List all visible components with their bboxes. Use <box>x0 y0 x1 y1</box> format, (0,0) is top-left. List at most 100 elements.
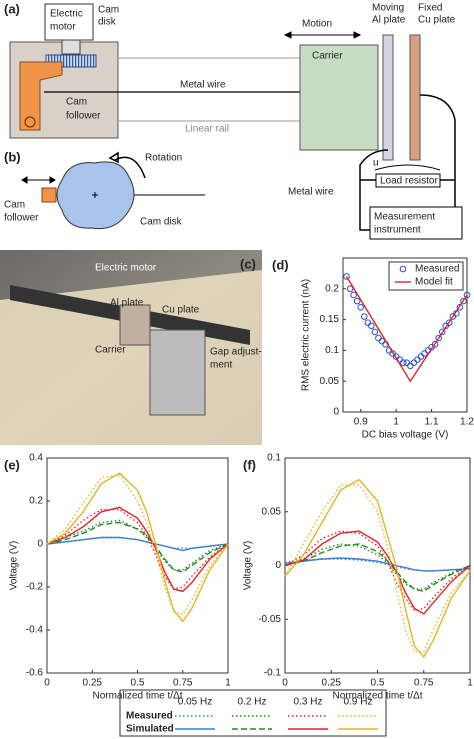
follower <box>41 187 57 203</box>
series-line <box>284 543 471 593</box>
data-point <box>456 303 464 311</box>
label: Cam <box>4 200 25 211</box>
data-point <box>375 334 382 342</box>
y-tick-label: 0.15 <box>320 314 340 325</box>
plot-frame <box>342 257 468 413</box>
series-line <box>46 506 229 593</box>
label: Load resistor <box>380 176 438 187</box>
data-point <box>360 313 368 320</box>
label: Cam disk <box>140 217 183 228</box>
data-point <box>343 273 350 280</box>
data-point <box>357 303 365 311</box>
series-line <box>284 484 471 653</box>
series-line <box>46 519 229 571</box>
label: Cu plate <box>418 15 456 26</box>
data-point <box>431 340 439 348</box>
data-point <box>368 322 375 330</box>
series-line <box>284 557 471 572</box>
series-line <box>284 543 471 590</box>
label: Al plate <box>110 298 144 309</box>
y-tick-label: -0.05 <box>258 614 281 625</box>
data-point <box>414 356 421 363</box>
label: instrument <box>374 225 421 236</box>
data-point <box>353 297 361 305</box>
x-tick-label: 1.2 <box>460 417 474 428</box>
label: Cu plate <box>162 305 200 316</box>
label: Measurement <box>374 212 435 223</box>
panel-label: (d) <box>272 257 289 272</box>
y-axis-label: Voltage (V) <box>243 541 254 590</box>
plot-frame <box>284 457 471 674</box>
x-tick-label: 0 <box>282 678 288 689</box>
center <box>92 192 98 198</box>
legend-column: 0.05 Hz <box>178 697 212 708</box>
data-point <box>371 328 379 336</box>
data-point <box>417 353 425 360</box>
pivot <box>24 116 36 128</box>
y-tick-label: 0.05 <box>262 506 282 517</box>
carrier <box>299 44 379 151</box>
data-point <box>350 291 357 299</box>
series-line <box>46 474 229 616</box>
legend-column: 0.9 Hz <box>344 697 373 708</box>
label: Metal wire <box>288 187 334 198</box>
plates <box>119 304 151 346</box>
label: Moving <box>372 3 404 14</box>
x-tick-label: 1 <box>393 417 399 428</box>
panel-label: (a) <box>4 1 20 16</box>
x-tick-label: 0.75 <box>173 678 193 689</box>
y-tick-label: 0 <box>37 539 43 550</box>
y-axis-label: Voltage (V) <box>9 541 20 590</box>
x-tick-label: 1 <box>225 678 231 689</box>
x-tick-label: 0.5 <box>371 678 385 689</box>
panel-c: Electric motor Al plate Cu plate Carrier… <box>0 250 262 445</box>
label: follower <box>66 111 101 122</box>
arrow <box>21 176 56 184</box>
y-axis-label: RMS electric current (nA) <box>301 279 312 391</box>
label: Carrier <box>95 345 126 356</box>
legend-marker <box>399 265 407 273</box>
legend-row: Simulated <box>126 724 174 735</box>
data-point <box>403 359 411 367</box>
series-line <box>345 276 468 383</box>
y-tick-label: 0.1 <box>267 453 281 464</box>
panel-label: (c) <box>240 256 256 271</box>
series-line <box>284 478 471 659</box>
panel-a: (a) Electric motor Cam disk Cam follower… <box>4 1 463 240</box>
label: Metal wire <box>180 80 226 91</box>
legend-row: Measured <box>126 711 173 722</box>
rotation-arrow <box>108 151 146 179</box>
label: Electric <box>50 9 83 20</box>
y-tick-label: 0 <box>333 407 339 418</box>
legend-label: Measured <box>415 264 459 275</box>
label: Fixed <box>418 3 442 14</box>
data-point <box>407 362 414 370</box>
panel-label: (b) <box>4 149 21 164</box>
x-tick-label: 1 <box>467 678 473 689</box>
label: Carrier <box>312 51 343 62</box>
data-point <box>460 297 467 305</box>
x-tick-label: 0.25 <box>322 678 342 689</box>
series-line <box>284 530 471 615</box>
panel-b: (b) Cam follower Cam disk Rotation <box>4 149 205 230</box>
cu-plate <box>409 34 421 161</box>
x-tick-label: 0.9 <box>354 417 368 428</box>
shaft <box>61 39 81 55</box>
series-line <box>284 530 471 612</box>
y-tick-label: -0.1 <box>264 668 282 679</box>
data-point <box>435 334 442 342</box>
label: Cam <box>98 5 119 16</box>
x-tick-label: 0.25 <box>83 678 103 689</box>
data-point <box>364 319 372 326</box>
label: Rotation <box>145 153 182 164</box>
label: disk <box>98 17 117 28</box>
legend-label: Model fit <box>415 277 453 288</box>
label: motor <box>50 22 76 33</box>
circuit <box>359 94 460 231</box>
y-tick-label: 0.05 <box>320 376 340 387</box>
label: u <box>373 158 379 169</box>
legend-column: 0.2 Hz <box>238 697 267 708</box>
x-axis-label: DC bias voltage (V) <box>362 430 449 441</box>
y-tick-label: 0.2 <box>325 283 339 294</box>
